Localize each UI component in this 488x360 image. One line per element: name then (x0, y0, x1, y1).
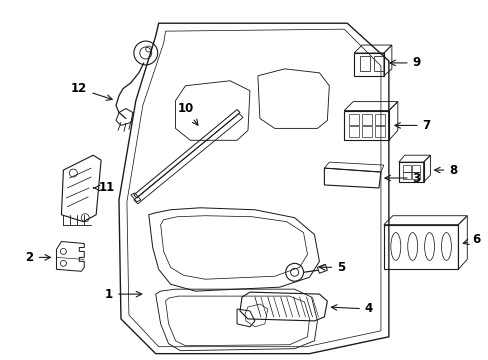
Text: 2: 2 (25, 251, 50, 264)
Text: 3: 3 (384, 171, 420, 185)
Text: 1: 1 (105, 288, 142, 301)
Text: 9: 9 (389, 57, 420, 69)
Text: 7: 7 (394, 119, 430, 132)
Text: 12: 12 (71, 82, 112, 100)
Text: 11: 11 (93, 181, 115, 194)
Text: 6: 6 (462, 233, 479, 246)
Text: 4: 4 (331, 302, 372, 315)
Text: 8: 8 (434, 163, 457, 176)
Text: 10: 10 (177, 102, 198, 125)
Text: 5: 5 (319, 261, 345, 274)
